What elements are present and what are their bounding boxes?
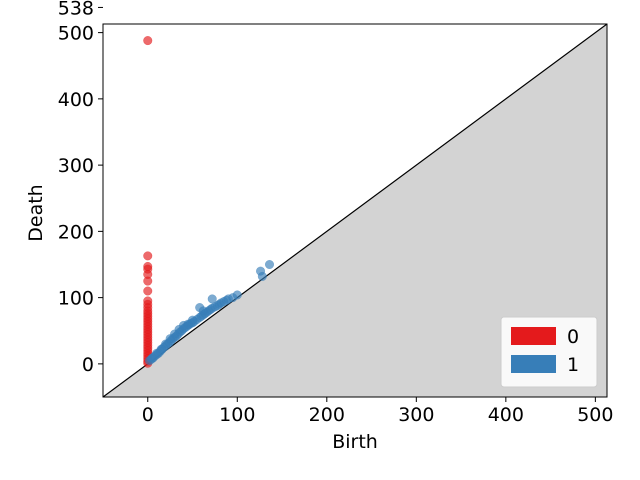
y-tick-label-200: 200 [58,221,94,243]
y-axis-label: Death [25,184,47,241]
x-tick-label-500: 500 [577,404,613,426]
point-h1-48 [264,259,275,270]
x-axis: 0 100 200 300 400 500 [142,397,613,426]
x-tick-label-200: 200 [309,404,345,426]
legend-swatch-0 [511,327,556,345]
point-h0-7 [143,286,153,296]
point-h1-45 [207,294,217,304]
y-tick-label-0: 0 [82,354,94,376]
points-layer [143,36,275,368]
plot-frame [102,23,608,398]
x-tick-label-300: 300 [398,404,434,426]
legend-swatch-1 [511,355,556,373]
legend: 01 [500,316,598,388]
point-h0-6 [143,276,153,286]
y-tick-label-538: 538 [58,0,94,19]
y-tick-label-500: 500 [58,23,94,45]
point-h0-1 [143,36,153,46]
x-tick-label-100: 100 [219,404,255,426]
point-h0-2 [143,251,153,261]
x-tick-label-400: 400 [488,404,524,426]
point-h1-47 [257,271,267,281]
x-tick-label-0: 0 [142,404,154,426]
diagonal-line [103,24,607,397]
point-h1-55 [187,315,198,325]
x-axis-label: Birth [332,431,378,453]
legend-label-1: 1 [567,354,579,376]
y-axis: 0 100 200 300 400 500 538 [58,0,103,376]
y-tick-label-100: 100 [58,288,94,310]
y-tick-label-400: 400 [58,89,94,111]
point-h1-59 [147,353,157,363]
legend-label-0: 0 [567,326,579,348]
point-h1-43 [232,290,242,300]
point-h1-56 [198,306,208,316]
y-tick-label-300: 300 [58,155,94,177]
